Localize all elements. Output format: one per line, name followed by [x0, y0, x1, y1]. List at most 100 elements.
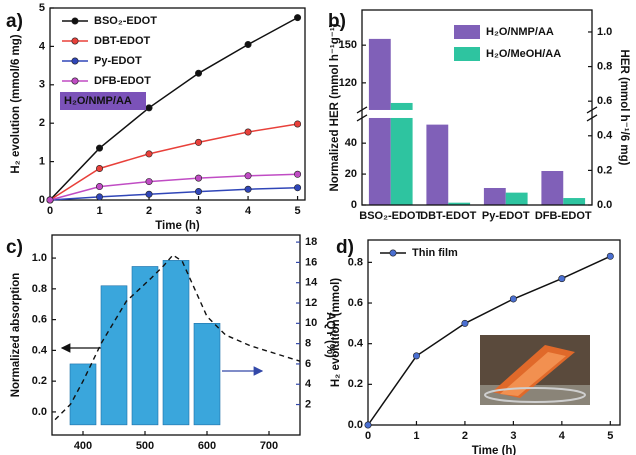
y-tick-label: 3 — [39, 79, 45, 91]
data-point — [195, 174, 203, 182]
x-tick-label: 4 — [245, 205, 252, 217]
annotation-box — [60, 92, 146, 110]
y-tick-label: 0.4 — [32, 344, 48, 356]
bar — [69, 363, 97, 426]
bar — [390, 102, 413, 205]
x-axis-label: Time (h) — [155, 220, 200, 232]
x-tick-label: 500 — [136, 440, 154, 452]
x-tick-label: Py-EDOT — [482, 210, 530, 222]
panel-label: d) — [336, 237, 354, 258]
y2-tick-label: 0.4 — [597, 130, 613, 142]
legend-marker — [71, 17, 79, 25]
y-tick-label: 0.8 — [32, 283, 47, 295]
y2-tick-label: 14 — [305, 277, 318, 289]
bar — [505, 192, 528, 205]
series-line — [49, 173, 298, 201]
data-point — [364, 421, 372, 429]
legend-marker — [71, 37, 79, 45]
y-tick-label: 0.0 — [348, 419, 363, 431]
x-tick-label: 2 — [462, 430, 468, 442]
data-point — [195, 138, 203, 146]
data-point — [96, 183, 104, 191]
panel-label: c) — [6, 237, 23, 258]
y2-tick-label: 6 — [305, 358, 311, 370]
data-point — [145, 178, 153, 186]
y-axis-label: H₂ evolution (mmol/6 mg) — [10, 34, 22, 173]
legend-label: H₂O/MeOH/AA — [486, 48, 561, 60]
annotation: H₂O/NMP/AA — [64, 95, 132, 107]
data-point — [294, 14, 302, 22]
data-point — [145, 150, 153, 158]
legend-label: DBT-EDOT — [94, 35, 151, 47]
legend-marker — [71, 77, 79, 85]
x-tick-label: DFB-EDOT — [535, 210, 592, 222]
data-point — [96, 193, 104, 201]
data-point — [244, 40, 252, 48]
data-point — [46, 196, 54, 204]
x-tick-label: 700 — [260, 440, 278, 452]
series-line — [367, 255, 611, 426]
data-point — [558, 275, 566, 283]
x-tick-label: 3 — [510, 430, 516, 442]
legend-label: DFB-EDOT — [94, 75, 151, 87]
data-point — [244, 185, 252, 193]
bar — [368, 38, 391, 205]
bar — [483, 187, 506, 205]
y-tick-label: 0.6 — [348, 297, 363, 309]
y2-tick-label: 8 — [305, 338, 311, 350]
inset-photo — [480, 335, 590, 405]
y-tick-label: 0.2 — [32, 375, 47, 387]
series-line — [49, 186, 298, 201]
legend-marker — [71, 57, 79, 65]
data-point — [294, 120, 302, 128]
bar — [541, 170, 564, 205]
series-line — [49, 123, 298, 201]
y2-tick-label: 18 — [305, 236, 317, 248]
x-tick-label: 1 — [96, 205, 102, 217]
y2-tick-label: 0.6 — [597, 95, 612, 107]
y-tick-label: 40 — [345, 137, 357, 149]
plot-frame — [51, 234, 301, 436]
y2-axis-label: AQY (%) — [324, 312, 336, 358]
x-tick-label: 5 — [607, 430, 613, 442]
y-tick-label: 1 — [39, 156, 45, 168]
data-point — [461, 319, 469, 327]
data-point — [244, 128, 252, 136]
data-point — [294, 170, 302, 178]
legend-marker — [389, 249, 397, 257]
series-line — [49, 16, 298, 201]
y-tick-label: 0.8 — [348, 256, 363, 268]
data-point — [96, 144, 104, 152]
bar — [448, 202, 471, 205]
panel-label: a) — [6, 11, 23, 32]
data-point — [606, 252, 614, 260]
y-axis-label: Normalized HER (mmol h⁻¹g⁻¹) — [329, 23, 341, 191]
data-point — [145, 190, 153, 198]
y2-tick-label: 12 — [305, 297, 317, 309]
y-tick-label: 0.4 — [348, 338, 364, 350]
legend-label: BSO₂-EDOT — [94, 15, 157, 27]
y-tick-label: 120 — [339, 77, 357, 89]
data-point — [294, 184, 302, 192]
data-point — [145, 104, 153, 112]
x-tick-label: 5 — [295, 205, 301, 217]
legend-label: Thin film — [412, 247, 458, 259]
data-point — [244, 172, 252, 180]
y-tick-label: 0 — [39, 194, 45, 206]
y-tick-label: 20 — [345, 168, 357, 180]
y-tick-label: 2 — [39, 117, 45, 129]
bar — [193, 323, 221, 426]
legend-label: H₂O/NMP/AA — [486, 26, 554, 38]
x-tick-label: 600 — [198, 440, 216, 452]
x-tick-label: 2 — [146, 205, 152, 217]
x-tick-label: 4 — [559, 430, 566, 442]
legend-label: Py-EDOT — [94, 55, 142, 67]
data-point — [195, 188, 203, 196]
y-tick-label: 0.0 — [32, 406, 47, 418]
data-point — [412, 352, 420, 360]
bar — [100, 285, 128, 426]
axis-break — [360, 109, 594, 118]
y2-tick-label: 16 — [305, 256, 317, 268]
x-tick-label: BSO₂-EDOT — [359, 210, 422, 222]
x-tick-label: 3 — [195, 205, 201, 217]
